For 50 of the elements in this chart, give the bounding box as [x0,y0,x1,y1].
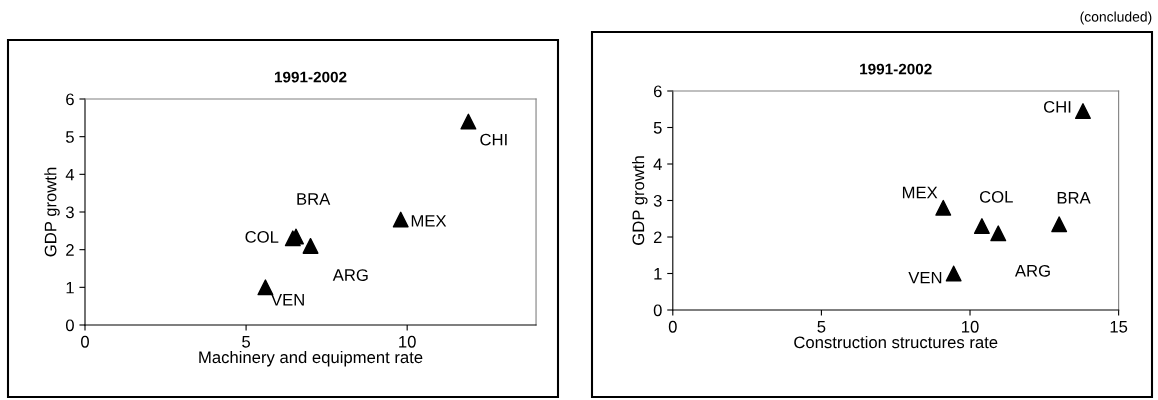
point [990,225,1007,242]
x-tick-label: 0 [668,320,677,333]
x-tick-label: 0 [81,335,89,348]
annotation: ARG [332,269,368,281]
annotation: CHI [1043,100,1071,113]
x-axis-title: Machinery and equipment rate [199,350,423,367]
y-tick-label: 3 [653,194,662,207]
y-tick-label: 4 [65,168,75,181]
annotation: VEN [271,294,304,306]
y-tick-label: 3 [65,206,74,219]
point [284,230,301,247]
annotation: BRA [297,193,331,205]
x-tick-label: 15 [1110,321,1128,333]
point [1074,103,1091,120]
point [1051,216,1068,233]
point [257,279,274,296]
y-tick-label: 6 [66,93,74,106]
point [392,211,409,228]
annotation: MEX [902,186,938,199]
y-axis-title: GDP growth [44,167,60,257]
x-tick-label: 10 [962,320,979,333]
annotation: BRA [1057,192,1091,204]
annotation: COL [245,231,279,243]
annotation: VEN [908,271,942,284]
annotation: ARG [1014,264,1050,277]
x-axis-title: Construction structures rate [794,335,998,349]
chart-title: 1991-2002 [860,63,932,75]
y-tick-label: 2 [653,231,662,244]
y-tick-label: 4 [653,158,662,171]
y-tick-label: 2 [66,244,74,256]
annotation: MEX [411,215,447,227]
point [460,113,477,130]
y-tick-label: 5 [653,122,662,134]
point [935,199,952,216]
annotation: COL [979,190,1013,203]
text: (concluded) [1080,11,1152,25]
y-axis-title: GDP growth [632,156,648,245]
y-tick-label: 1 [66,281,74,294]
point [302,237,319,254]
point [973,218,990,235]
y-tick-label: 0 [653,304,662,317]
chart-title: 1991-2002 [274,71,347,83]
y-tick-label: 5 [65,131,74,143]
y-tick-label: 6 [653,85,662,98]
annotation: CHI [480,133,507,146]
y-tick-label: 1 [654,268,662,280]
x-tick-label: 10 [399,335,416,348]
x-tick-label: 5 [817,321,826,333]
x-tick-label: 5 [242,336,251,348]
point [945,265,962,282]
